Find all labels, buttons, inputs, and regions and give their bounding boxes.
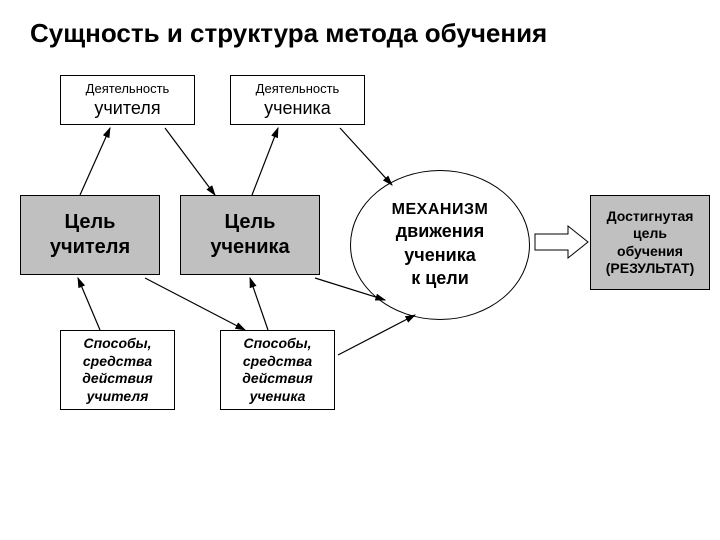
arrow <box>165 128 215 195</box>
label: Достигнутая цель обучения (РЕЗУЛЬТАТ) <box>606 208 695 278</box>
arrow <box>340 128 392 185</box>
label: учителя <box>94 97 160 120</box>
label: ученика <box>404 244 475 267</box>
arrow <box>250 278 268 330</box>
label: МЕХАНИЗМ <box>392 200 489 221</box>
label: Деятельность <box>256 81 340 97</box>
label: Цель <box>225 210 276 235</box>
node-goal-student: Цель ученика <box>180 195 320 275</box>
node-activity-teacher: Деятельность учителя <box>60 75 195 125</box>
node-mechanism: МЕХАНИЗМ движения ученика к цели <box>350 170 530 320</box>
page-title: Сущность и структура метода обучения <box>30 18 547 49</box>
arrow <box>80 128 110 195</box>
node-methods-teacher: Способы, средства действия учителя <box>60 330 175 410</box>
label: учителя <box>50 235 130 260</box>
block-arrow-icon <box>535 226 588 258</box>
node-methods-student: Способы, средства действия ученика <box>220 330 335 410</box>
label: ученика <box>264 97 331 120</box>
label: к цели <box>411 267 469 290</box>
label: Способы, средства действия ученика <box>242 335 312 405</box>
node-activity-student: Деятельность ученика <box>230 75 365 125</box>
node-result: Достигнутая цель обучения (РЕЗУЛЬТАТ) <box>590 195 710 290</box>
label: Деятельность <box>86 81 170 97</box>
arrow <box>78 278 100 330</box>
label: Способы, средства действия учителя <box>82 335 152 405</box>
arrow <box>338 315 415 355</box>
label: Цель <box>65 210 116 235</box>
arrow <box>252 128 278 195</box>
arrow <box>145 278 245 330</box>
node-goal-teacher: Цель учителя <box>20 195 160 275</box>
label: движения <box>396 220 485 243</box>
label: ученика <box>210 235 289 260</box>
